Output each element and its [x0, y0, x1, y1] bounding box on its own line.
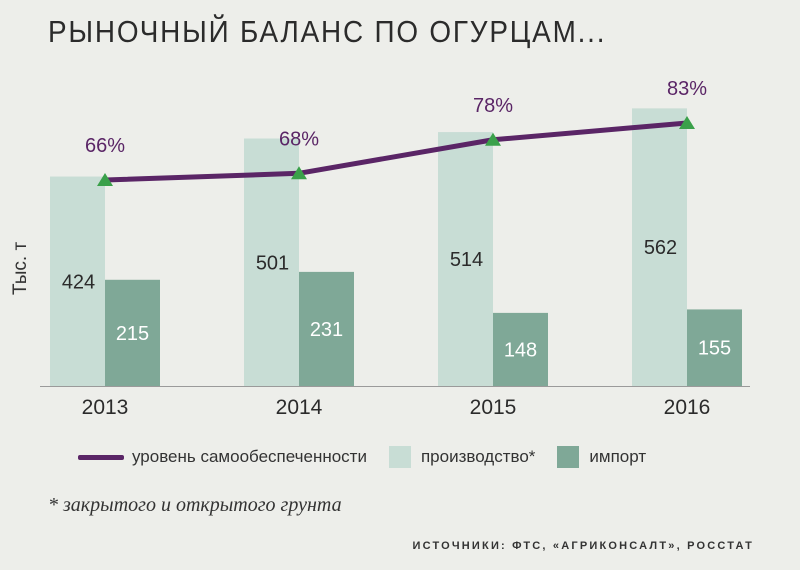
self-sufficiency-value-label: 83%	[667, 78, 707, 100]
self-sufficiency-marker	[97, 173, 113, 186]
import-value-label: 155	[698, 338, 731, 360]
import-bar	[105, 279, 160, 386]
import-bar	[299, 271, 354, 386]
legend-item-import: импорт	[557, 446, 646, 468]
legend-import-swatch	[557, 446, 580, 468]
legend-production-swatch	[388, 446, 411, 468]
production-value-label: 501	[256, 252, 289, 274]
legend-label-production: производство*	[420, 447, 536, 466]
source-note: ИСТОЧНИКИ: ФТС, «АГРИКОНСАЛТ», РОССТАТ	[412, 540, 754, 552]
y-axis-label: Тыс. т	[10, 241, 31, 295]
legend-item-self-sufficiency: уровень самообеспеченности	[78, 447, 367, 467]
self-sufficiency-value-label: 66%	[85, 135, 125, 157]
self-sufficiency-value-label: 68%	[279, 128, 319, 150]
legend: уровень самообеспеченности производство*…	[78, 446, 668, 468]
x-tick-label: 2016	[664, 396, 711, 419]
production-bar	[438, 132, 493, 386]
import-value-label: 231	[310, 319, 343, 341]
x-tick-label: 2015	[470, 396, 517, 419]
self-sufficiency-marker	[485, 132, 501, 146]
x-tick-label: 2014	[276, 396, 323, 419]
chart-title: РЫНОЧНЫЙ БАЛАНС ПО ОГУРЦАМ...	[48, 14, 607, 49]
legend-label-import: импорт	[589, 447, 647, 466]
import-bar	[687, 309, 742, 386]
self-sufficiency-marker	[291, 166, 307, 180]
legend-item-production: производство*	[388, 446, 536, 468]
production-value-label: 562	[644, 237, 677, 259]
self-sufficiency-value-label: 78%	[473, 95, 513, 117]
production-bar	[244, 138, 299, 386]
import-bar	[493, 312, 548, 386]
x-tick-label: 2013	[82, 396, 129, 419]
self-sufficiency-marker	[679, 116, 695, 129]
legend-line-swatch	[78, 454, 124, 460]
production-value-label: 424	[62, 271, 95, 293]
self-sufficiency-line	[102, 120, 690, 183]
legend-label-self-sufficiency: уровень самообеспеченности	[132, 447, 367, 466]
production-bar	[50, 176, 105, 386]
production-bar	[632, 108, 687, 386]
chart: 424 215 2013 501 231 2014 514 148 2015 562 155 2016…	[40, 78, 750, 419]
import-value-label: 215	[116, 323, 149, 345]
import-value-label: 148	[504, 339, 537, 361]
production-value-label: 514	[450, 249, 483, 271]
footnote: * закрытого и открытого грунта	[48, 494, 342, 516]
